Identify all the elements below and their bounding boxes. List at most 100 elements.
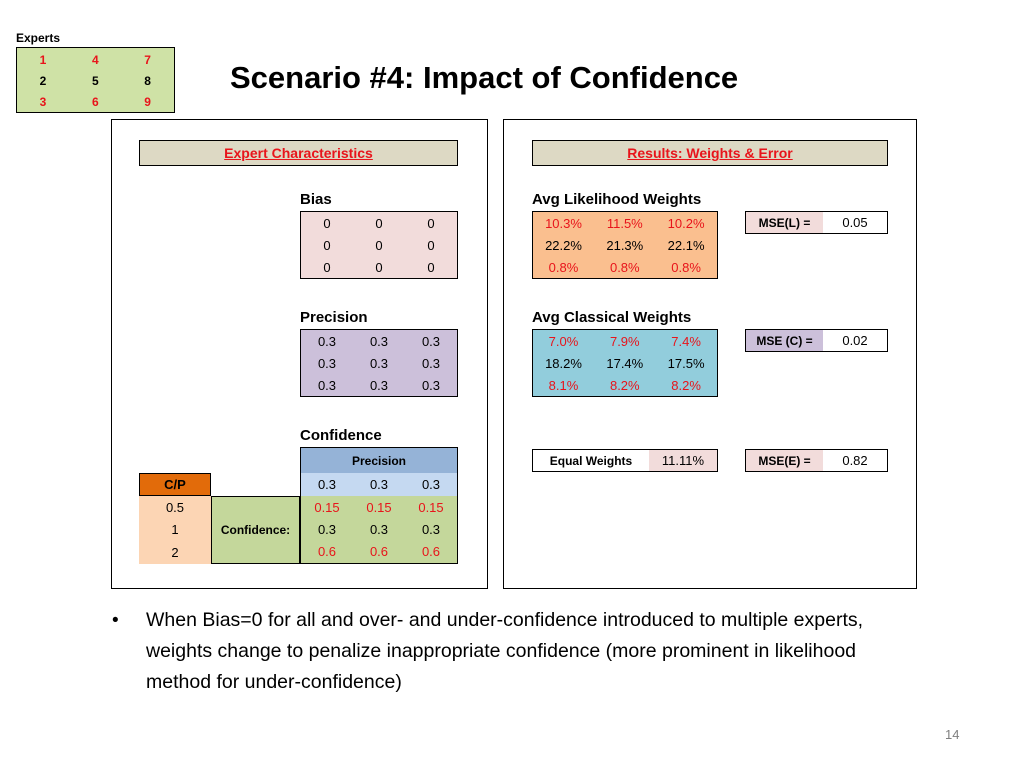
expert-number: 6	[91, 94, 99, 109]
bias-cell: 0	[427, 259, 435, 275]
classical-weights-grid: 7.0% 7.9% 7.4% 18.2% 17.4% 17.5% 8.1% 8.2% 8.2%	[532, 329, 718, 397]
confidence-precision-cell: 0.3	[369, 477, 389, 492]
mse-c-value: 0.02	[842, 333, 868, 348]
mse-e-box: MSE(E) = 0.82	[745, 449, 888, 472]
likelihood-weight-cell: 21.3%	[606, 237, 644, 253]
bias-grid: 0 0 0 0 0 0 0 0 0	[300, 211, 458, 279]
confidence-precision-header: Precision	[300, 447, 458, 473]
precision-cell: 0.3	[369, 333, 389, 349]
mse-l-box: MSE(L) = 0.05	[745, 211, 888, 234]
equal-weights-box: Equal Weights 11.11%	[532, 449, 718, 472]
confidence-value-cell: 0.15	[314, 499, 340, 515]
precision-cell: 0.3	[317, 333, 337, 349]
expert-number: 9	[144, 94, 151, 109]
confidence-values-grid: 0.15 0.15 0.15 0.3 0.3 0.3 0.6 0.6 0.6	[300, 496, 458, 564]
expert-characteristics-title: Expert Characteristics	[224, 145, 373, 161]
expert-characteristics-header: Expert Characteristics	[139, 140, 458, 166]
precision-cell: 0.3	[421, 377, 441, 393]
equal-weights-value: 11.11%	[649, 450, 717, 471]
cp-header-label: C/P	[164, 477, 186, 492]
cp-value-cell: 2	[171, 544, 179, 560]
precision-label: Precision	[300, 309, 368, 326]
equal-weights-label: Equal Weights	[549, 453, 633, 468]
expert-number: 5	[91, 73, 99, 88]
results-header: Results: Weights & Error	[532, 140, 888, 166]
bias-cell: 0	[375, 215, 383, 231]
likelihood-weight-cell: 10.2%	[667, 215, 705, 231]
bias-cell: 0	[427, 237, 435, 253]
confidence-value-cell: 0.15	[366, 499, 392, 515]
expert-number: 2	[39, 73, 47, 88]
expert-number: 7	[144, 52, 151, 67]
bias-cell: 0	[375, 259, 383, 275]
mse-c-box: MSE (C) = 0.02	[745, 329, 888, 352]
expert-number: 3	[39, 94, 47, 109]
confidence-precision-values: 0.3 0.3 0.3	[300, 473, 458, 496]
confidence-value-cell: 0.15	[418, 499, 444, 515]
confidence-value-cell: 0.6	[317, 543, 337, 559]
confidence-value-cell: 0.3	[369, 521, 389, 537]
bias-cell: 0	[323, 259, 331, 275]
bias-label: Bias	[300, 191, 332, 208]
cp-value-cell: 0.5	[165, 499, 185, 515]
confidence-value-cell: 0.6	[421, 543, 441, 559]
classical-weight-cell: 7.9%	[609, 333, 640, 349]
classical-label: Avg Classical Weights	[532, 309, 692, 326]
classical-weight-cell: 8.2%	[609, 377, 640, 393]
confidence-value-cell: 0.6	[369, 543, 389, 559]
classical-weight-cell: 18.2%	[545, 355, 582, 371]
confidence-side-label: Confidence:	[211, 496, 300, 564]
mse-e-value: 0.82	[842, 453, 868, 468]
likelihood-weight-cell: 11.5%	[606, 215, 643, 231]
bias-cell: 0	[375, 237, 383, 253]
confidence-precision-cell: 0.3	[317, 477, 337, 492]
likelihood-weight-cell: 0.8%	[671, 259, 701, 275]
classical-weight-cell: 17.4%	[606, 355, 644, 371]
expert-number: 1	[39, 52, 47, 67]
confidence-precision-cell: 0.3	[421, 477, 441, 492]
precision-cell: 0.3	[421, 355, 441, 371]
mse-c-label: MSE (C) =	[746, 330, 823, 351]
confidence-label: Confidence	[300, 427, 382, 444]
bias-cell: 0	[427, 215, 435, 231]
cp-header: C/P	[139, 473, 211, 496]
experts-grid: 1 4 7 2 5 8 3 6 9	[16, 47, 175, 113]
results-title: Results: Weights & Error	[627, 145, 793, 161]
precision-cell: 0.3	[369, 355, 389, 371]
expert-number: 4	[91, 52, 99, 67]
classical-weight-cell: 17.5%	[667, 355, 705, 371]
classical-weight-cell: 8.1%	[548, 377, 579, 393]
likelihood-weight-cell: 0.8%	[548, 259, 579, 275]
likelihood-label: Avg Likelihood Weights	[532, 191, 702, 208]
bias-cell: 0	[323, 215, 331, 231]
precision-cell: 0.3	[317, 377, 337, 393]
slide-title: Scenario #4: Impact of Confidence	[230, 60, 739, 95]
cp-column: 0.5 1 2	[139, 496, 211, 564]
likelihood-weight-cell: 10.3%	[545, 215, 582, 231]
confidence-value-cell: 0.3	[317, 521, 337, 537]
expert-number: 8	[144, 73, 151, 88]
precision-cell: 0.3	[317, 355, 337, 371]
bullet-text: When Bias=0 for all and over- and under-…	[146, 609, 864, 693]
mse-l-label: MSE(L) =	[746, 212, 823, 233]
precision-header-label: Precision	[351, 454, 407, 468]
classical-weight-cell: 8.2%	[671, 377, 701, 393]
likelihood-weight-cell: 0.8%	[609, 259, 640, 275]
classical-weight-cell: 7.0%	[548, 333, 579, 349]
precision-cell: 0.3	[421, 333, 441, 349]
classical-weight-cell: 7.4%	[671, 333, 701, 349]
precision-cell: 0.3	[369, 377, 389, 393]
likelihood-weights-grid: 10.3% 11.5% 10.2% 22.2% 21.3% 22.1% 0.8% 0.8% 0.…	[532, 211, 718, 279]
precision-grid: 0.3 0.3 0.3 0.3 0.3 0.3 0.3 0.3 0.3	[300, 329, 458, 397]
bias-cell: 0	[323, 237, 331, 253]
page-number: 14	[945, 727, 960, 742]
experts-label: Experts	[16, 31, 61, 45]
confidence-value-cell: 0.3	[421, 521, 441, 537]
confidence-side-label-text: Confidence:	[220, 523, 291, 537]
likelihood-weight-cell: 22.1%	[667, 237, 705, 253]
mse-e-label: MSE(E) =	[746, 450, 823, 471]
bullet-dot: •	[112, 610, 119, 631]
likelihood-weight-cell: 22.2%	[545, 237, 582, 253]
cp-value-cell: 1	[171, 522, 179, 538]
mse-l-value: 0.05	[842, 215, 868, 230]
